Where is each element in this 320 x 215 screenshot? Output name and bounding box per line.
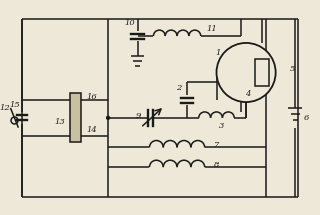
Text: 4: 4 <box>245 90 251 98</box>
Text: 5: 5 <box>290 64 295 73</box>
Text: 9: 9 <box>136 112 141 120</box>
Text: 15: 15 <box>9 101 20 109</box>
Bar <box>70 93 82 143</box>
Text: 3: 3 <box>219 122 224 130</box>
Text: 1: 1 <box>216 49 221 57</box>
Bar <box>255 59 269 86</box>
Text: 2: 2 <box>176 84 182 92</box>
Text: 7: 7 <box>214 141 219 149</box>
Text: 12: 12 <box>0 104 10 112</box>
Text: 8: 8 <box>214 161 219 169</box>
Text: 14: 14 <box>86 126 97 134</box>
Text: 11: 11 <box>206 25 217 33</box>
Text: 16: 16 <box>86 93 97 101</box>
Text: 10: 10 <box>124 19 135 27</box>
Circle shape <box>217 43 276 102</box>
Circle shape <box>107 116 109 119</box>
Text: 6: 6 <box>303 114 309 122</box>
Text: 13: 13 <box>54 118 65 126</box>
